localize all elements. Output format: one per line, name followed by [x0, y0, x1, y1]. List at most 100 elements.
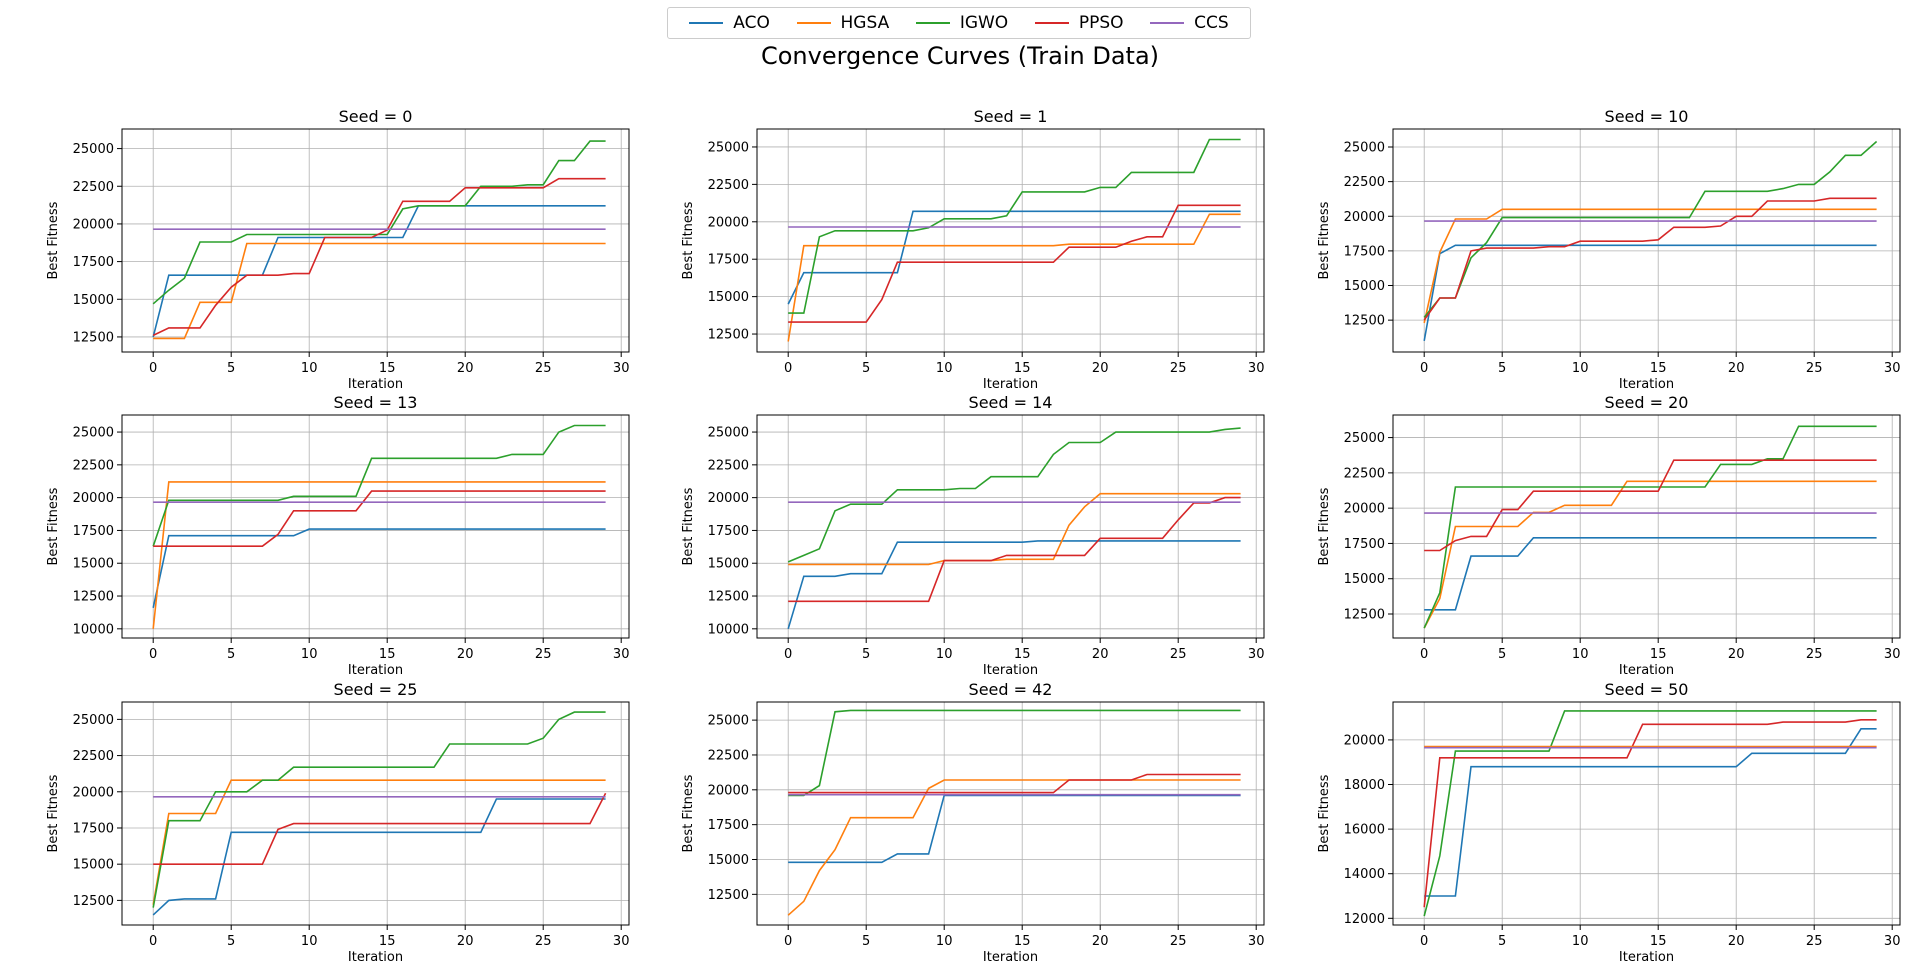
y-tick-label: 17500: [73, 524, 114, 539]
x-tick-label: 25: [535, 934, 552, 949]
subplot-2: 0 5 10 15 20 25 30 12500 15000 17500 20000 22500 250…: [1317, 107, 1901, 392]
y-axis-label: Best Fitness: [681, 774, 696, 852]
y-tick-label: 12500: [708, 328, 749, 343]
x-tick-label: 25: [1170, 361, 1187, 376]
axes-frame: [756, 701, 1265, 926]
series-line-aco: [1424, 536, 1877, 611]
series-line-igwo: [788, 709, 1241, 797]
x-tick-label: 10: [301, 647, 318, 662]
series-line-ppso: [153, 792, 607, 866]
subplot-title: Seed = 42: [969, 680, 1053, 699]
y-tick-label: 25000: [708, 714, 749, 729]
series-line-hgsa: [153, 242, 606, 340]
x-tick-label: 20: [1728, 934, 1745, 949]
x-tick-label: 20: [457, 934, 474, 949]
x-tick-label: 30: [613, 361, 630, 376]
x-tick-label: 20: [1728, 647, 1745, 662]
x-tick-label: 0: [149, 647, 157, 662]
y-tick-label: 12500: [73, 590, 114, 605]
y-tick-label: 20000: [708, 491, 749, 506]
x-tick-label: 25: [1806, 647, 1823, 662]
legend-entry-ppso: PPSO: [1034, 13, 1124, 33]
axes-frame: [121, 701, 630, 926]
series-line-ppso: [1423, 197, 1877, 321]
series-line-ppso: [788, 204, 1241, 323]
legend-entry-hgsa: HGSA: [796, 13, 889, 33]
x-tick-label: 20: [1092, 647, 1109, 662]
y-tick-label: 17500: [1344, 537, 1385, 552]
subplot-title: Seed = 0: [339, 107, 413, 126]
y-tick-label: 25000: [73, 142, 114, 157]
x-tick-label: 10: [936, 361, 953, 376]
y-tick-label: 22500: [1344, 175, 1385, 190]
series-line-aco: [1424, 727, 1877, 897]
x-tick-label: 30: [1884, 934, 1901, 949]
y-tick-label: 20000: [73, 785, 114, 800]
x-axis-label: Iteration: [1619, 663, 1674, 678]
y-axis-label: Best Fitness: [46, 487, 61, 565]
y-tick-label: 12500: [708, 590, 749, 605]
subplot-7: 0 5 10 15 20 25 30 12500 15000 17500 20000 22500 250…: [681, 680, 1265, 965]
subplot-title: Seed = 14: [969, 393, 1053, 412]
series-line-hgsa: [788, 492, 1241, 566]
series-line-hgsa: [152, 779, 606, 905]
x-tick-label: 10: [936, 647, 953, 662]
x-tick-label: 15: [1650, 361, 1667, 376]
y-tick-label: 25000: [73, 713, 114, 728]
axes-frame: [121, 414, 630, 639]
x-tick-label: 25: [535, 647, 552, 662]
y-tick-label: 15000: [73, 293, 114, 308]
figure-title: Convergence Curves (Train Data): [760, 42, 1160, 70]
series-line-aco: [788, 794, 1241, 864]
legend-entry-igwo: IGWO: [915, 13, 1008, 33]
x-tick-label: 30: [1248, 361, 1265, 376]
x-tick-label: 0: [784, 647, 792, 662]
series-line-ppso: [152, 177, 606, 337]
series-line-hgsa: [787, 779, 1241, 916]
y-tick-label: 22500: [708, 178, 749, 193]
y-tick-label: 15000: [708, 557, 749, 572]
y-tick-label: 17500: [73, 255, 114, 270]
legend-label: CCS: [1194, 13, 1229, 33]
legend-swatch: [689, 22, 724, 24]
x-tick-label: 20: [1092, 361, 1109, 376]
y-tick-label: 15000: [1344, 279, 1385, 294]
x-tick-label: 15: [1650, 647, 1667, 662]
subplot-title: Seed = 13: [334, 393, 418, 412]
x-axis-label: Iteration: [1619, 377, 1674, 392]
y-axis-label: Best Fitness: [681, 487, 696, 565]
y-tick-label: 22500: [1344, 466, 1385, 481]
x-tick-label: 30: [1248, 934, 1265, 949]
x-tick-label: 15: [379, 647, 396, 662]
legend-label: ACO: [733, 13, 770, 33]
legend-label: PPSO: [1078, 13, 1124, 33]
y-tick-label: 15000: [73, 858, 114, 873]
series-line-igwo: [152, 424, 606, 547]
legend-swatch: [1034, 22, 1069, 24]
figure-legend: ACO HGSA IGWO PPSO CCS: [667, 7, 1251, 39]
x-tick-label: 20: [457, 647, 474, 662]
y-tick-label: 22500: [73, 458, 114, 473]
x-tick-label: 20: [1092, 934, 1109, 949]
series-line-hgsa: [1423, 480, 1877, 629]
y-tick-label: 10000: [708, 622, 749, 637]
subplot-1: 0 5 10 15 20 25 30 12500 15000 17500 20000 22500 250…: [681, 107, 1265, 392]
x-tick-label: 10: [1572, 934, 1589, 949]
x-axis-label: Iteration: [1619, 950, 1674, 965]
y-tick-label: 12500: [1344, 608, 1385, 623]
series-line-aco: [1423, 244, 1877, 342]
y-tick-label: 22500: [73, 180, 114, 195]
series-line-igwo: [152, 140, 606, 305]
series-line-igwo: [788, 138, 1241, 314]
axes-frame: [756, 414, 1265, 639]
x-tick-label: 25: [1806, 361, 1823, 376]
x-axis-label: Iteration: [983, 663, 1038, 678]
x-tick-label: 15: [1014, 647, 1031, 662]
y-tick-label: 12000: [1344, 912, 1385, 927]
x-tick-label: 0: [149, 361, 157, 376]
x-axis-label: Iteration: [983, 950, 1038, 965]
subplot-title: Seed = 25: [334, 680, 418, 699]
x-tick-label: 5: [1498, 934, 1506, 949]
y-axis-label: Best Fitness: [1317, 201, 1332, 279]
axes-frame: [1392, 128, 1901, 353]
